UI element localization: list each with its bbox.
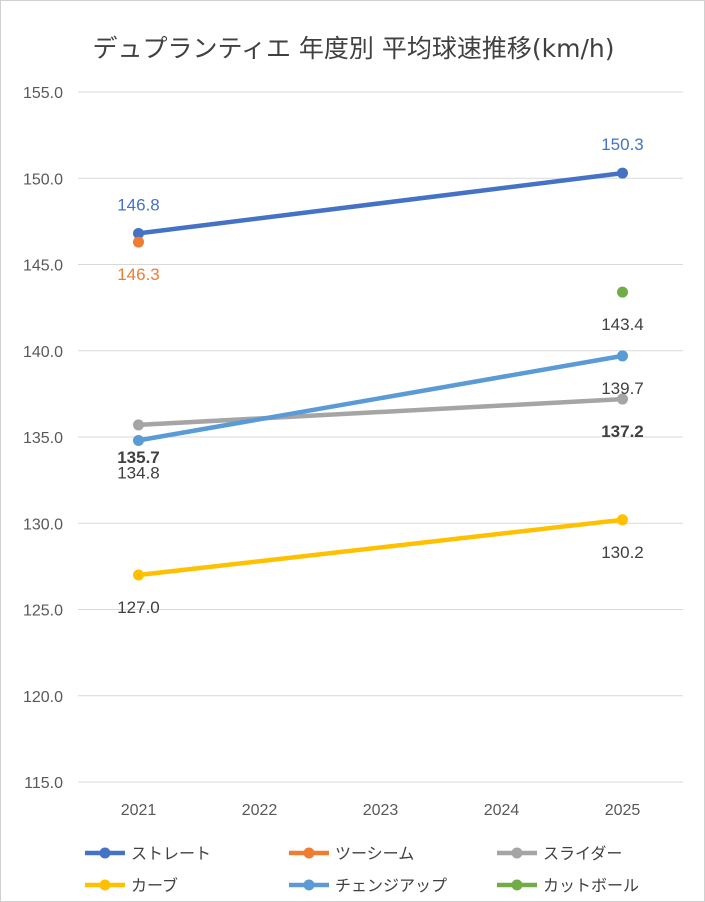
x-tick-label: 2025 (605, 802, 641, 819)
y-tick-label: 130.0 (23, 516, 63, 533)
y-tick-label: 140.0 (23, 344, 63, 361)
data-point (617, 393, 628, 405)
legend-label: チェンジアップ (335, 877, 447, 895)
data-point (617, 350, 628, 362)
x-tick-label: 2021 (121, 802, 157, 819)
data-label: 146.3 (117, 265, 160, 284)
legend-label: カーブ (131, 876, 178, 895)
data-point (133, 236, 144, 248)
legend-label: ストレート (131, 846, 211, 863)
y-tick-label: 145.0 (23, 258, 63, 275)
data-label: 137.2 (601, 422, 644, 441)
data-label: 150.3 (601, 135, 644, 154)
x-tick-label: 2024 (484, 802, 520, 819)
y-tick-label: 120.0 (23, 689, 63, 706)
legend-label: カットボール (543, 877, 639, 895)
legend-swatch-marker (303, 879, 315, 891)
data-point (133, 434, 144, 446)
legend-swatch-marker (99, 879, 111, 891)
legend-swatch-marker (303, 847, 315, 859)
data-point (133, 419, 144, 431)
legend-label: ツーシーム (335, 846, 414, 863)
legend-label: スライダー (543, 845, 622, 863)
series-line (136, 517, 625, 578)
legend-swatch-marker (511, 847, 523, 859)
data-point (617, 286, 628, 298)
data-point (617, 514, 628, 526)
data-point (133, 569, 144, 581)
y-tick-label: 135.0 (23, 430, 63, 447)
chart-title: デュプランティエ 年度別 平均球速推移(km/h) (92, 34, 615, 63)
data-label: 139.7 (601, 379, 644, 398)
series-line (136, 170, 625, 236)
y-tick-label: 150.0 (23, 171, 63, 188)
data-label: 130.2 (601, 543, 644, 562)
y-tick-label: 125.0 (23, 603, 63, 620)
data-label: 127.0 (117, 598, 160, 617)
series-line (136, 396, 625, 428)
data-point (617, 167, 628, 179)
data-label: 143.4 (601, 315, 644, 334)
data-label: 135.7 (117, 448, 160, 467)
data-label: 134.8 (117, 463, 160, 482)
data-point (133, 227, 144, 239)
x-tick-label: 2023 (363, 802, 399, 819)
legend-swatch-marker (511, 879, 523, 891)
legend-swatch-marker (99, 847, 111, 859)
series-line (136, 353, 625, 443)
x-tick-label: 2022 (242, 802, 278, 819)
y-tick-label: 115.0 (24, 775, 63, 792)
y-tick-label: 155.0 (23, 85, 63, 102)
data-label: 146.8 (117, 195, 160, 214)
